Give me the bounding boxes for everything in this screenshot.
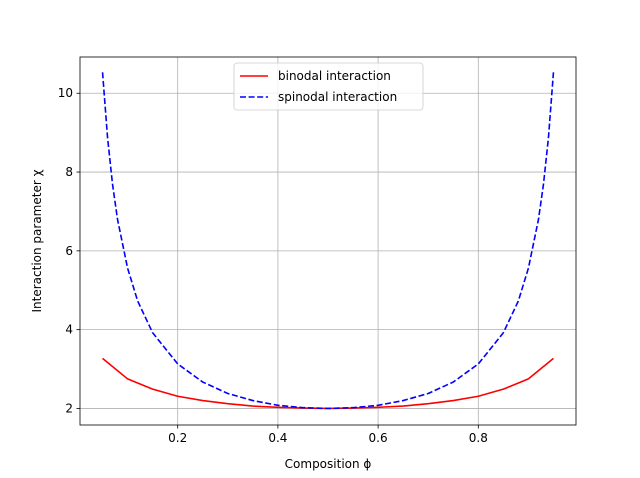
y-tick-label: 4 bbox=[65, 323, 73, 337]
y-tick-label: 8 bbox=[65, 165, 73, 179]
x-tick-label: 0.4 bbox=[268, 431, 287, 445]
y-tick-label: 2 bbox=[65, 401, 73, 415]
plot-frame bbox=[79, 56, 577, 426]
x-tick-label: 0.2 bbox=[168, 431, 187, 445]
grid bbox=[80, 57, 576, 425]
x-tick-label: 0.8 bbox=[469, 431, 488, 445]
legend-label: spinodal interaction bbox=[278, 90, 397, 104]
y-tick-label: 10 bbox=[58, 86, 73, 100]
legend-box bbox=[233, 62, 424, 111]
legend-label: binodal interaction bbox=[278, 69, 391, 83]
plot-area bbox=[80, 57, 576, 425]
legend: binodal interaction spinodal interaction bbox=[233, 62, 424, 111]
x-tick-label: 0.6 bbox=[369, 431, 388, 445]
x-axis-label: Composition ϕ bbox=[285, 457, 372, 471]
y-tick-label: 6 bbox=[65, 244, 73, 258]
series-group bbox=[101, 72, 555, 410]
y-axis-label: Interaction parameter χ bbox=[30, 169, 44, 312]
ticks: 0.2 0.4 0.6 0.8 2 4 6 8 10 bbox=[58, 86, 488, 445]
series-line-spinodal bbox=[101, 72, 555, 410]
